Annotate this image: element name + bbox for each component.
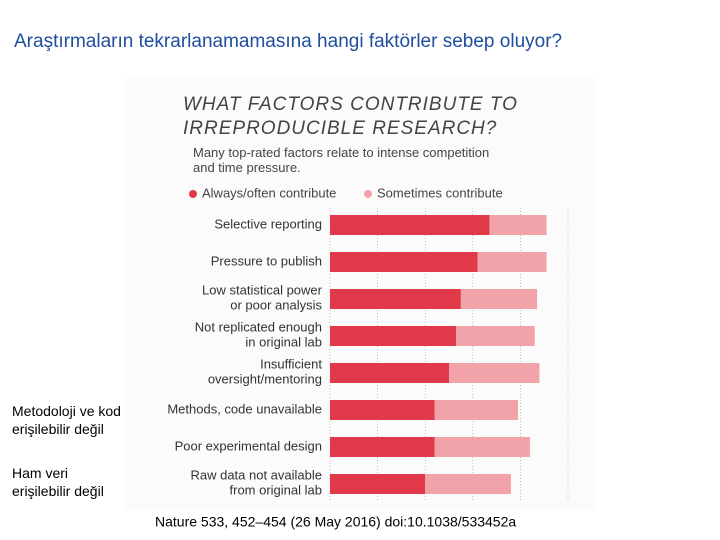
- bar-segment: [330, 289, 461, 309]
- legend-label: Always/often contribute: [202, 185, 336, 200]
- bar-segment: [449, 363, 540, 383]
- bar-segment: [460, 289, 538, 309]
- bar-segment: [477, 252, 547, 272]
- bar-segment: [330, 437, 435, 457]
- bar-segment: [456, 326, 535, 346]
- bar-segment: [330, 363, 449, 383]
- bar-segment: [330, 474, 426, 494]
- bar-segment: [330, 326, 457, 346]
- legend-swatch: [364, 190, 372, 198]
- legend-swatch: [189, 190, 197, 198]
- category-label: Not replicated enough in original lab: [195, 320, 322, 350]
- legend-label: Sometimes contribute: [377, 185, 503, 200]
- category-label: Methods, code unavailable: [167, 401, 322, 416]
- chart-subtitle: Many top-rated factors relate to intense…: [193, 145, 489, 175]
- citation: Nature 533, 452–454 (26 May 2016) doi:10…: [155, 514, 516, 530]
- category-label: Pressure to publish: [211, 253, 322, 268]
- bar-segment: [330, 215, 490, 235]
- chart-title: WHAT FACTORS CONTRIBUTE TO IRREPRODUCIBLE…: [183, 94, 518, 139]
- bar-segment: [425, 474, 511, 494]
- bar-segment: [434, 400, 519, 420]
- note: Ham veri erişilebilir değil: [12, 465, 104, 499]
- bar-segment: [330, 252, 478, 272]
- note: Metodoloji ve kod erişilebilir değil: [12, 403, 121, 437]
- bar-segment: [489, 215, 547, 235]
- category-label: Poor experimental design: [175, 438, 322, 453]
- category-label: Low statistical power or poor analysis: [202, 283, 323, 313]
- category-label: Insufficient oversight/mentoring: [208, 357, 323, 387]
- category-label: Raw data not available from original lab: [190, 468, 322, 498]
- category-label: Selective reporting: [214, 216, 322, 231]
- bar-segment: [330, 400, 435, 420]
- bar-segment: [434, 437, 530, 457]
- slide-title: Araştırmaların tekrarlanamamasına hangi …: [14, 31, 562, 52]
